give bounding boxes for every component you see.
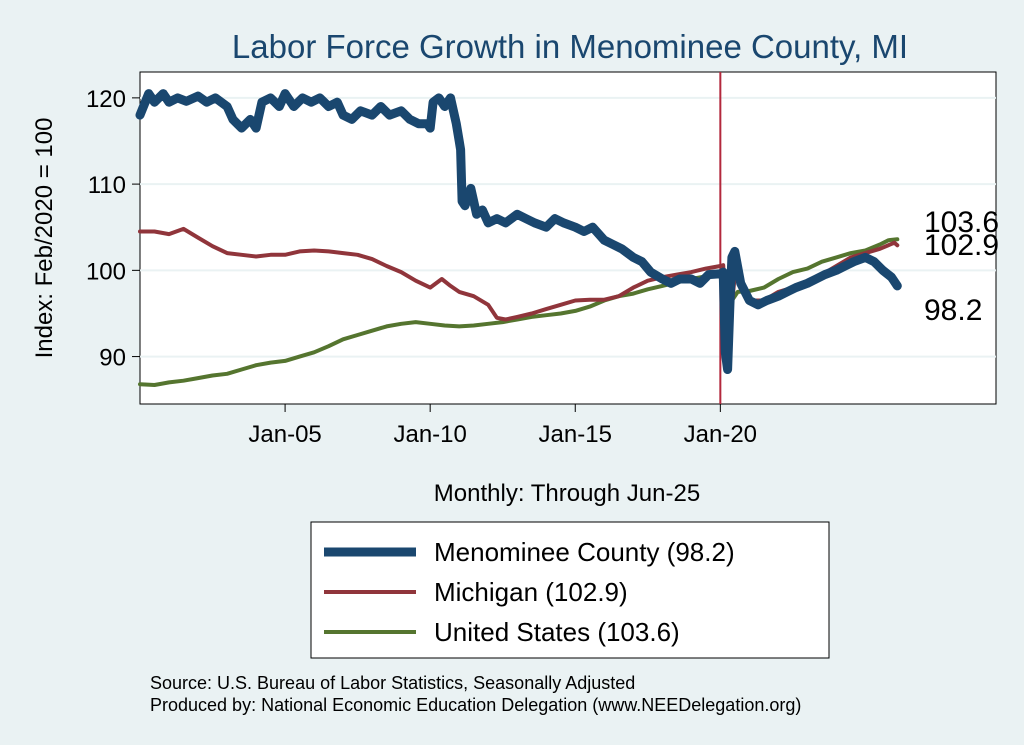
- end-label: 103.6: [924, 206, 999, 239]
- legend-items: Menominee County (98.2) Michigan (102.9) U…: [324, 537, 735, 647]
- x-tick-label: Jan-10: [393, 421, 466, 448]
- end-label: 102.9: [924, 229, 999, 262]
- series-line-0: [135, 89, 902, 374]
- series-lines: [135, 89, 902, 387]
- plot-area: [139, 71, 997, 405]
- legend-label: United States (103.6): [434, 617, 680, 647]
- source-note: Source: U.S. Bureau of Labor Statistics,…: [150, 673, 635, 693]
- y-tick-label: 120: [86, 86, 126, 113]
- x-tick-label: Jan-15: [539, 421, 612, 448]
- chart-title: Labor Force Growth in Menominee County, …: [232, 28, 908, 65]
- x-tick-label: Jan-05: [248, 421, 321, 448]
- x-tick-label: Jan-20: [684, 421, 757, 448]
- y-tick-label: 100: [86, 258, 126, 285]
- y-axis-label: Index: Feb/2020 = 100: [31, 118, 58, 359]
- produced-by-note: Produced by: National Economic Education…: [150, 695, 801, 715]
- series-line-2: [138, 237, 900, 387]
- legend-label: Menominee County (98.2): [434, 537, 735, 567]
- x-axis-label: Monthly: Through Jun-25: [434, 480, 700, 507]
- legend-label: Michigan (102.9): [434, 577, 628, 607]
- y-tick-label: 90: [99, 345, 126, 372]
- end-label: 98.2: [924, 294, 982, 327]
- y-tick-label: 110: [88, 172, 126, 199]
- x-axis-ticks: Jan-05 Jan-10 Jan-15 Jan-20: [248, 404, 757, 448]
- legend: Menominee County (98.2) Michigan (102.9) U…: [310, 521, 830, 659]
- y-axis-ticks: 90 100 110 120: [86, 86, 140, 372]
